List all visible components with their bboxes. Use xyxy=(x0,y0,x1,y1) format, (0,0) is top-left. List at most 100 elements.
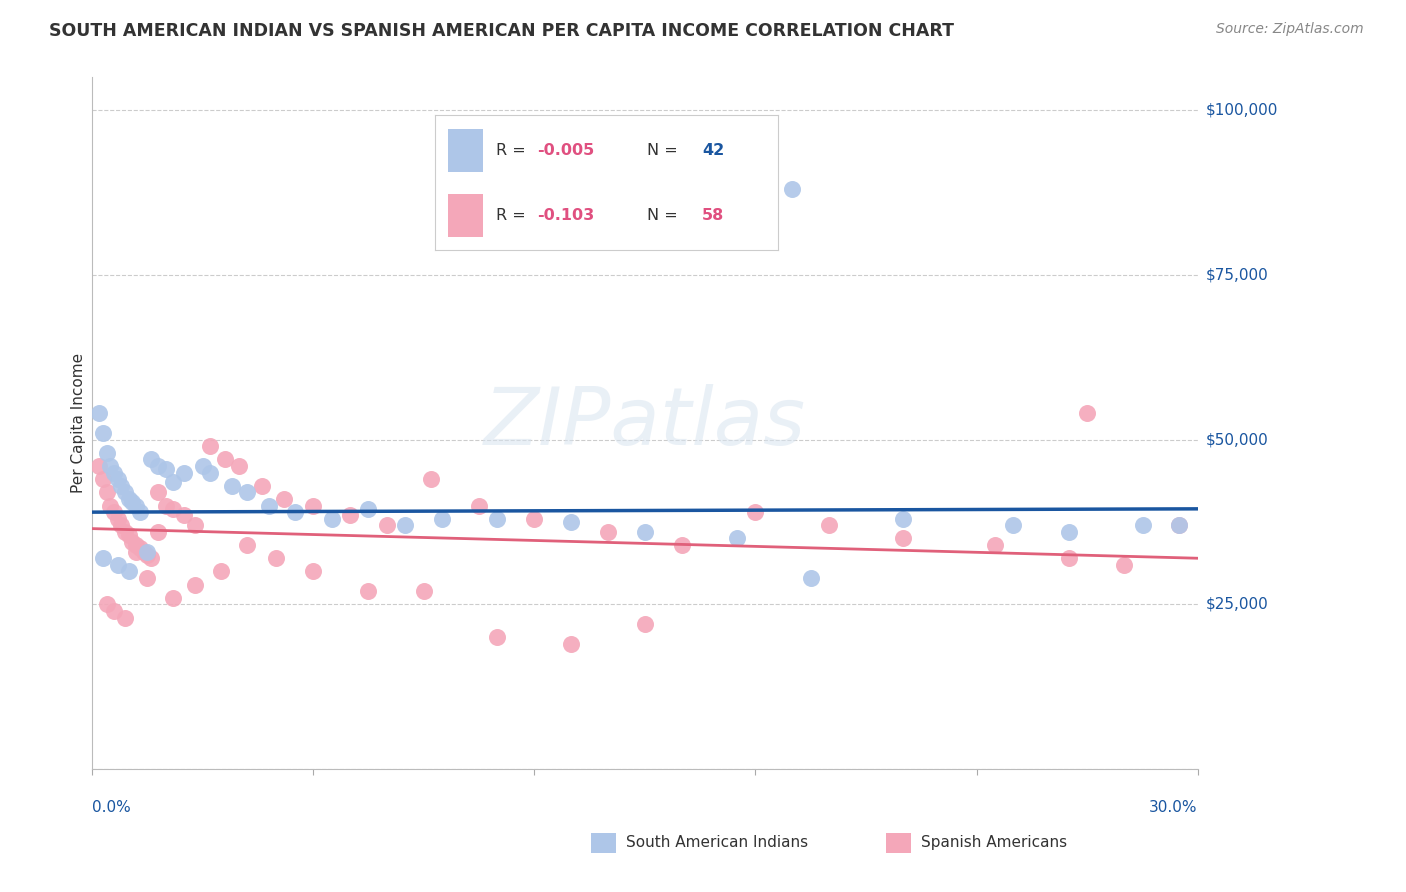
Point xyxy=(818,518,841,533)
Point xyxy=(155,462,177,476)
Y-axis label: Per Capita Income: Per Capita Income xyxy=(72,353,86,493)
Text: 30.0%: 30.0% xyxy=(1149,799,1198,814)
Point xyxy=(198,466,221,480)
Point xyxy=(103,505,125,519)
Point xyxy=(148,485,170,500)
Point xyxy=(596,524,619,539)
Point xyxy=(1057,524,1080,539)
Point xyxy=(420,472,443,486)
Point xyxy=(91,472,114,486)
Point xyxy=(89,406,111,420)
Point xyxy=(236,485,259,500)
Point xyxy=(128,505,150,519)
Point xyxy=(107,472,129,486)
Point xyxy=(103,466,125,480)
Point xyxy=(264,551,287,566)
Text: $50,000: $50,000 xyxy=(1206,433,1268,447)
Point xyxy=(121,495,143,509)
Point xyxy=(1076,406,1098,420)
Point xyxy=(136,548,159,562)
Point xyxy=(339,508,361,523)
Point xyxy=(725,532,748,546)
Text: 0.0%: 0.0% xyxy=(91,799,131,814)
Point xyxy=(634,617,657,632)
Point xyxy=(96,446,118,460)
Point xyxy=(486,630,509,644)
Point xyxy=(125,499,148,513)
Text: $25,000: $25,000 xyxy=(1206,597,1268,612)
Text: Source: ZipAtlas.com: Source: ZipAtlas.com xyxy=(1216,22,1364,37)
Point xyxy=(560,637,582,651)
Text: $75,000: $75,000 xyxy=(1206,268,1268,283)
Point xyxy=(98,458,121,473)
Point xyxy=(214,452,236,467)
Point xyxy=(1057,551,1080,566)
Point xyxy=(125,544,148,558)
Point xyxy=(634,524,657,539)
Point xyxy=(412,584,434,599)
Point xyxy=(236,538,259,552)
Point xyxy=(257,499,280,513)
Point xyxy=(394,518,416,533)
Point xyxy=(250,479,273,493)
Point xyxy=(800,571,823,585)
Point xyxy=(148,458,170,473)
Point xyxy=(228,458,250,473)
Point xyxy=(1112,558,1135,572)
Point xyxy=(128,541,150,556)
Point xyxy=(560,515,582,529)
Point xyxy=(118,491,141,506)
Point xyxy=(1168,518,1191,533)
Point xyxy=(321,512,343,526)
Text: $100,000: $100,000 xyxy=(1206,103,1278,118)
Point xyxy=(782,182,804,196)
Point xyxy=(114,610,136,624)
Point xyxy=(91,551,114,566)
Point xyxy=(148,524,170,539)
Point xyxy=(302,499,325,513)
Point xyxy=(136,544,159,558)
Point xyxy=(1168,518,1191,533)
Point xyxy=(136,571,159,585)
Point xyxy=(110,479,132,493)
Point xyxy=(155,499,177,513)
Point xyxy=(162,591,184,605)
Point xyxy=(198,439,221,453)
Text: Spanish Americans: Spanish Americans xyxy=(921,836,1067,850)
Point xyxy=(162,475,184,490)
Point xyxy=(98,499,121,513)
Point xyxy=(132,544,155,558)
Point xyxy=(430,512,453,526)
Point xyxy=(184,577,207,591)
Point xyxy=(523,512,546,526)
Text: ZIPatlas: ZIPatlas xyxy=(484,384,806,462)
Point xyxy=(139,551,162,566)
Point xyxy=(284,505,307,519)
Point xyxy=(357,501,380,516)
Text: SOUTH AMERICAN INDIAN VS SPANISH AMERICAN PER CAPITA INCOME CORRELATION CHART: SOUTH AMERICAN INDIAN VS SPANISH AMERICA… xyxy=(49,22,955,40)
Point xyxy=(173,508,195,523)
Point xyxy=(1002,518,1025,533)
Point xyxy=(891,512,914,526)
Point xyxy=(89,458,111,473)
Point xyxy=(744,505,766,519)
Point xyxy=(103,604,125,618)
Point xyxy=(209,565,232,579)
Point xyxy=(671,538,693,552)
Point xyxy=(184,518,207,533)
Point xyxy=(468,499,491,513)
Point xyxy=(375,518,398,533)
Point xyxy=(191,458,214,473)
Point xyxy=(891,532,914,546)
Point xyxy=(486,512,509,526)
Point xyxy=(273,491,295,506)
Point xyxy=(162,501,184,516)
Point xyxy=(302,565,325,579)
Point xyxy=(118,565,141,579)
Point xyxy=(173,466,195,480)
Point xyxy=(107,512,129,526)
Point xyxy=(96,598,118,612)
Text: South American Indians: South American Indians xyxy=(626,836,808,850)
Point xyxy=(357,584,380,599)
Point xyxy=(91,426,114,441)
